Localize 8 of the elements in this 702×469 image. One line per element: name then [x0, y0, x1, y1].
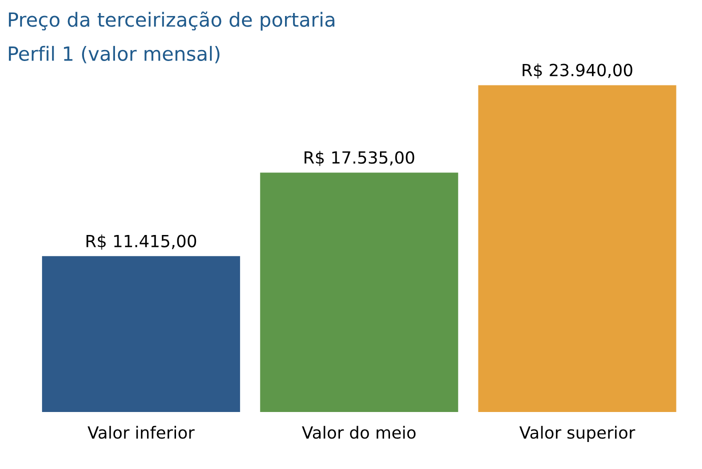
- x-tick-label: Valor inferior: [88, 426, 195, 439]
- x-tick-label: Valor superior: [519, 426, 636, 442]
- data-label: R$ 23.940,00: [522, 63, 632, 79]
- chart-subtitle: Perfil 1 (valor mensal): [8, 46, 220, 64]
- data-label: R$ 17.535,00: [304, 150, 414, 166]
- chart-title: Preço da terceirização de portaria: [8, 12, 334, 31]
- x-tick-label: Valor do meio: [302, 426, 416, 439]
- data-label: R$ 11.415,00: [86, 234, 196, 250]
